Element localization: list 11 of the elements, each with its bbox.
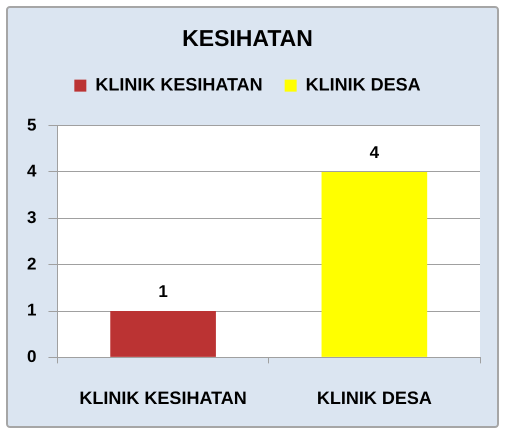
y-tick-label: 3 — [26, 208, 36, 228]
y-tick-label: 4 — [26, 162, 37, 181]
y-tick-label: 1 — [26, 300, 36, 320]
y-tick-label: 2 — [26, 254, 36, 274]
legend-label: KLINIK DESA — [306, 74, 421, 95]
legend-label: KLINIK KESIHATAN — [95, 74, 263, 95]
data-label: 4 — [370, 143, 380, 162]
data-label: 1 — [158, 282, 168, 302]
y-tick-label: 0 — [26, 347, 36, 366]
y-tick-label: 5 — [26, 115, 36, 134]
chart-title: KESIHATAN — [182, 25, 313, 52]
